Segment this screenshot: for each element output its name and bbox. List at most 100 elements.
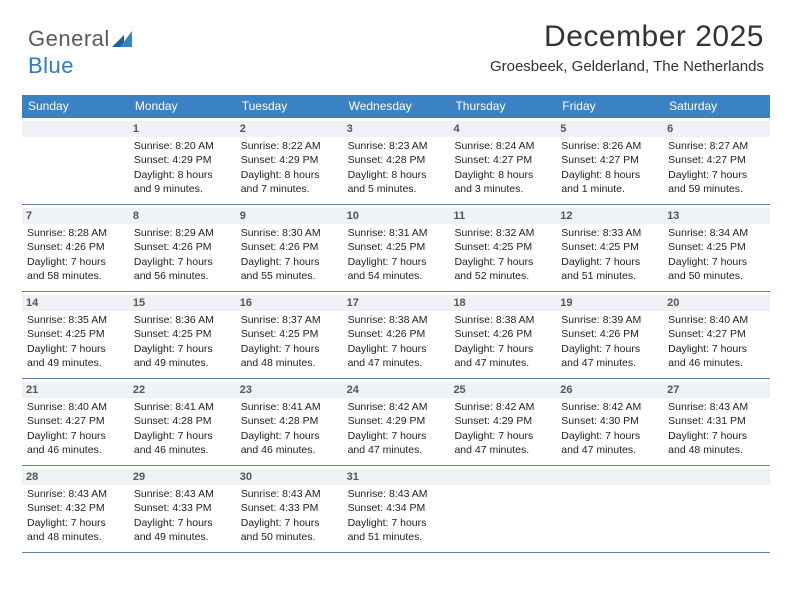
day-cell: 9Sunrise: 8:30 AMSunset: 4:26 PMDaylight…	[236, 205, 343, 291]
sunrise-text: Sunrise: 8:42 AM	[348, 400, 445, 414]
daynum-row: 12	[556, 208, 663, 224]
day-cell: 21Sunrise: 8:40 AMSunset: 4:27 PMDayligh…	[22, 379, 129, 465]
day-number: 4	[453, 123, 459, 135]
daylight-text: Daylight: 7 hours and 55 minutes.	[241, 255, 338, 283]
sunset-text: Sunset: 4:27 PM	[561, 153, 658, 167]
sunset-text: Sunset: 4:28 PM	[134, 414, 231, 428]
sun-info: Sunrise: 8:29 AMSunset: 4:26 PMDaylight:…	[134, 226, 231, 283]
daynum-row: 21	[22, 382, 129, 398]
daynum-row: 23	[236, 382, 343, 398]
day-cell	[449, 466, 556, 552]
daynum-row	[663, 469, 770, 485]
sun-info: Sunrise: 8:32 AMSunset: 4:25 PMDaylight:…	[454, 226, 551, 283]
daylight-text: Daylight: 7 hours and 49 minutes.	[27, 342, 124, 370]
sunset-text: Sunset: 4:31 PM	[668, 414, 765, 428]
sun-info: Sunrise: 8:38 AMSunset: 4:26 PMDaylight:…	[454, 313, 551, 370]
daynum-row: 25	[449, 382, 556, 398]
day-cell: 26Sunrise: 8:42 AMSunset: 4:30 PMDayligh…	[556, 379, 663, 465]
day-cell: 7Sunrise: 8:28 AMSunset: 4:26 PMDaylight…	[22, 205, 129, 291]
day-cell: 14Sunrise: 8:35 AMSunset: 4:25 PMDayligh…	[22, 292, 129, 378]
daynum-row: 22	[129, 382, 236, 398]
sunrise-text: Sunrise: 8:43 AM	[241, 487, 338, 501]
sun-info: Sunrise: 8:24 AMSunset: 4:27 PMDaylight:…	[454, 139, 551, 196]
sun-info: Sunrise: 8:43 AMSunset: 4:33 PMDaylight:…	[134, 487, 231, 544]
day-number: 6	[667, 123, 673, 135]
daynum-row: 29	[129, 469, 236, 485]
daynum-row: 27	[663, 382, 770, 398]
daynum-row: 18	[449, 295, 556, 311]
dayhead-wednesday: Wednesday	[343, 95, 450, 118]
sunset-text: Sunset: 4:27 PM	[668, 327, 765, 341]
day-cell: 15Sunrise: 8:36 AMSunset: 4:25 PMDayligh…	[129, 292, 236, 378]
sunrise-text: Sunrise: 8:35 AM	[27, 313, 124, 327]
calendar: Sunday Monday Tuesday Wednesday Thursday…	[22, 95, 770, 553]
sunset-text: Sunset: 4:27 PM	[27, 414, 124, 428]
day-cell: 5Sunrise: 8:26 AMSunset: 4:27 PMDaylight…	[556, 118, 663, 204]
day-cell: 12Sunrise: 8:33 AMSunset: 4:25 PMDayligh…	[556, 205, 663, 291]
sunrise-text: Sunrise: 8:30 AM	[241, 226, 338, 240]
sunrise-text: Sunrise: 8:43 AM	[27, 487, 124, 501]
daynum-row: 30	[236, 469, 343, 485]
daynum-row: 15	[129, 295, 236, 311]
sun-info: Sunrise: 8:26 AMSunset: 4:27 PMDaylight:…	[561, 139, 658, 196]
day-number: 15	[133, 297, 145, 309]
daylight-text: Daylight: 8 hours and 7 minutes.	[241, 168, 338, 196]
sunrise-text: Sunrise: 8:41 AM	[134, 400, 231, 414]
daylight-text: Daylight: 7 hours and 46 minutes.	[668, 342, 765, 370]
day-number: 8	[133, 210, 139, 222]
sunset-text: Sunset: 4:33 PM	[241, 501, 338, 515]
sunset-text: Sunset: 4:25 PM	[668, 240, 765, 254]
day-cell: 1Sunrise: 8:20 AMSunset: 4:29 PMDaylight…	[129, 118, 236, 204]
sunrise-text: Sunrise: 8:38 AM	[454, 313, 551, 327]
sunrise-text: Sunrise: 8:37 AM	[241, 313, 338, 327]
sun-info: Sunrise: 8:23 AMSunset: 4:28 PMDaylight:…	[348, 139, 445, 196]
day-cell: 30Sunrise: 8:43 AMSunset: 4:33 PMDayligh…	[236, 466, 343, 552]
sunset-text: Sunset: 4:25 PM	[27, 327, 124, 341]
daylight-text: Daylight: 7 hours and 49 minutes.	[134, 516, 231, 544]
day-number: 16	[240, 297, 252, 309]
day-number: 18	[453, 297, 465, 309]
sunrise-text: Sunrise: 8:38 AM	[348, 313, 445, 327]
calendar-body: 1Sunrise: 8:20 AMSunset: 4:29 PMDaylight…	[22, 118, 770, 553]
daylight-text: Daylight: 7 hours and 47 minutes.	[454, 342, 551, 370]
daylight-text: Daylight: 7 hours and 56 minutes.	[134, 255, 231, 283]
daynum-row: 1	[129, 121, 236, 137]
daynum-row: 7	[22, 208, 129, 224]
sunset-text: Sunset: 4:25 PM	[454, 240, 551, 254]
day-number: 11	[453, 210, 465, 222]
day-cell: 19Sunrise: 8:39 AMSunset: 4:26 PMDayligh…	[556, 292, 663, 378]
day-cell: 20Sunrise: 8:40 AMSunset: 4:27 PMDayligh…	[663, 292, 770, 378]
daylight-text: Daylight: 7 hours and 47 minutes.	[561, 429, 658, 457]
day-cell	[22, 118, 129, 204]
sunrise-text: Sunrise: 8:40 AM	[27, 400, 124, 414]
day-cell: 11 Sunrise: 8:32 AMSunset: 4:25 PMDayligh…	[449, 205, 556, 291]
sunset-text: Sunset: 4:26 PM	[134, 240, 231, 254]
sunrise-text: Sunrise: 8:43 AM	[668, 400, 765, 414]
sunrise-text: Sunrise: 8:26 AM	[561, 139, 658, 153]
day-number: 25	[453, 384, 465, 396]
sunset-text: Sunset: 4:29 PM	[348, 414, 445, 428]
sunset-text: Sunset: 4:28 PM	[348, 153, 445, 167]
day-number: 26	[560, 384, 572, 396]
day-number: 28	[26, 471, 38, 483]
day-cell: 13Sunrise: 8:34 AMSunset: 4:25 PMDayligh…	[663, 205, 770, 291]
day-cell: 18 Sunrise: 8:38 AMSunset: 4:26 PMDayligh…	[449, 292, 556, 378]
sun-info: Sunrise: 8:43 AMSunset: 4:34 PMDaylight:…	[348, 487, 445, 544]
sunset-text: Sunset: 4:29 PM	[134, 153, 231, 167]
day-cell: 3Sunrise: 8:23 AMSunset: 4:28 PMDaylight…	[343, 118, 450, 204]
daynum-row: 16	[236, 295, 343, 311]
day-cell: 23Sunrise: 8:41 AMSunset: 4:28 PMDayligh…	[236, 379, 343, 465]
daynum-row: 9	[236, 208, 343, 224]
daylight-text: Daylight: 7 hours and 51 minutes.	[561, 255, 658, 283]
sunrise-text: Sunrise: 8:27 AM	[668, 139, 765, 153]
daynum-row: 31	[343, 469, 450, 485]
day-number: 20	[667, 297, 679, 309]
sunset-text: Sunset: 4:33 PM	[134, 501, 231, 515]
day-number: 30	[240, 471, 252, 483]
sunrise-text: Sunrise: 8:29 AM	[134, 226, 231, 240]
daylight-text: Daylight: 7 hours and 50 minutes.	[668, 255, 765, 283]
sunrise-text: Sunrise: 8:28 AM	[27, 226, 124, 240]
dayhead-sunday: Sunday	[22, 95, 129, 118]
day-cell: 25Sunrise: 8:42 AMSunset: 4:29 PMDayligh…	[449, 379, 556, 465]
daylight-text: Daylight: 7 hours and 48 minutes.	[668, 429, 765, 457]
